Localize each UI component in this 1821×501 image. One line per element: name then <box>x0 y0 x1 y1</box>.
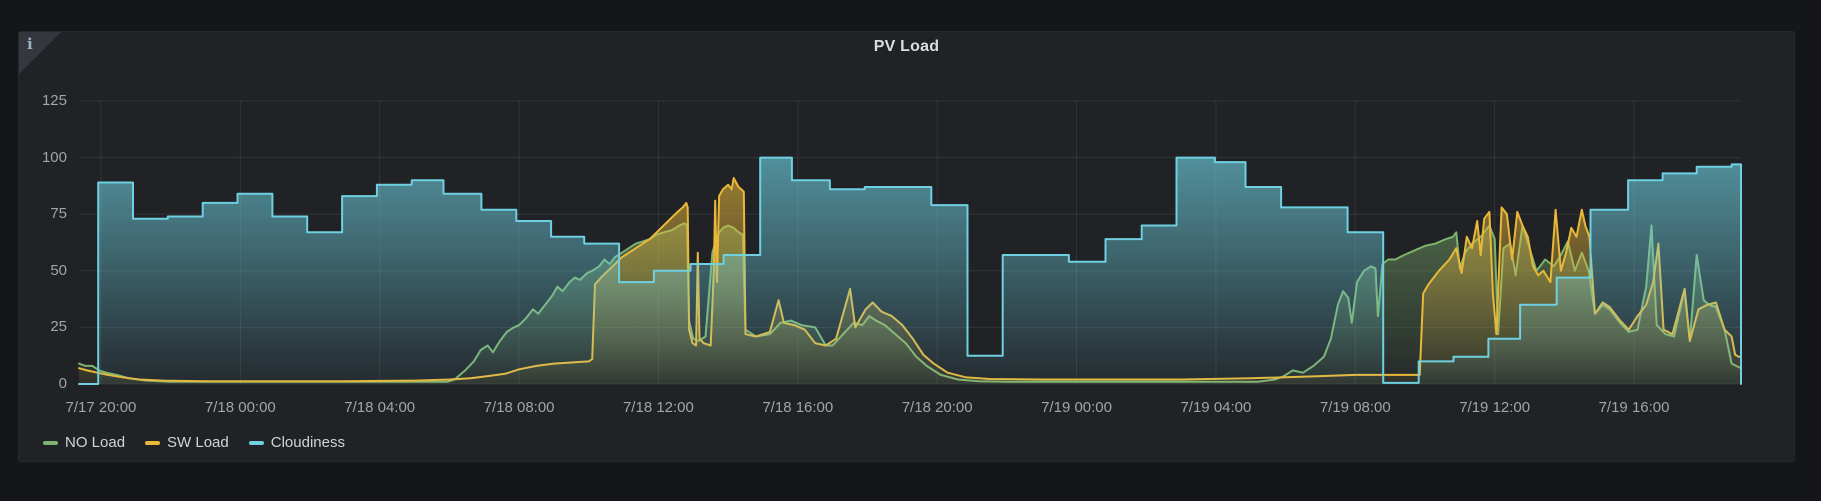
series-area-cloudiness <box>79 157 1741 384</box>
legend-item-no-load[interactable]: NO Load <box>43 434 125 451</box>
x-axis-label: 7/18 16:00 <box>762 399 834 416</box>
legend-dash-no-load <box>43 440 58 445</box>
legend: NO Load SW Load Cloudiness <box>43 434 345 451</box>
x-axis-label: 7/19 16:00 <box>1598 399 1670 416</box>
legend-label-cloudiness: Cloudiness <box>270 434 345 451</box>
legend-label-sw-load: SW Load <box>167 434 229 451</box>
legend-dash-cloudiness <box>248 440 264 445</box>
x-axis-label: 7/19 04:00 <box>1180 399 1252 416</box>
x-axis-label: 7/18 12:00 <box>622 399 694 416</box>
x-axis-label: 7/19 00:00 <box>1041 399 1112 416</box>
info-icon[interactable]: i <box>27 35 33 53</box>
series-line-cloudiness <box>78 156 1742 385</box>
x-axis-label: 7/18 08:00 <box>483 399 555 416</box>
y-axis-label: 75 <box>50 205 67 223</box>
legend-dash-sw-load <box>145 440 161 445</box>
legend-item-sw-load[interactable]: SW Load <box>145 434 229 451</box>
x-axis-label: 7/18 04:00 <box>344 399 416 416</box>
panel-info-corner[interactable] <box>19 32 61 74</box>
x-axis-label: 7/19 12:00 <box>1459 399 1531 416</box>
y-axis-label: 125 <box>41 92 67 109</box>
chart-svg[interactable] <box>19 32 1796 463</box>
legend-label-no-load: NO Load <box>65 434 126 451</box>
x-axis-label: 7/18 20:00 <box>901 399 973 416</box>
y-axis-label: 100 <box>41 148 67 166</box>
legend-item-cloudiness[interactable]: Cloudiness <box>248 434 345 451</box>
x-axis-label: 7/19 08:00 <box>1319 399 1391 416</box>
y-axis-label: 50 <box>50 261 67 279</box>
x-axis-label: 7/18 00:00 <box>204 399 276 416</box>
y-axis-label: 0 <box>58 375 67 392</box>
panel-title[interactable]: PV Load <box>873 38 940 55</box>
x-axis-label: 7/17 20:00 <box>65 399 137 416</box>
y-axis-label: 25 <box>50 318 67 336</box>
pv-load-panel: i PV Load 0 25 50 75 100 125 7/17 20:00 7/18 0… <box>18 31 1795 462</box>
